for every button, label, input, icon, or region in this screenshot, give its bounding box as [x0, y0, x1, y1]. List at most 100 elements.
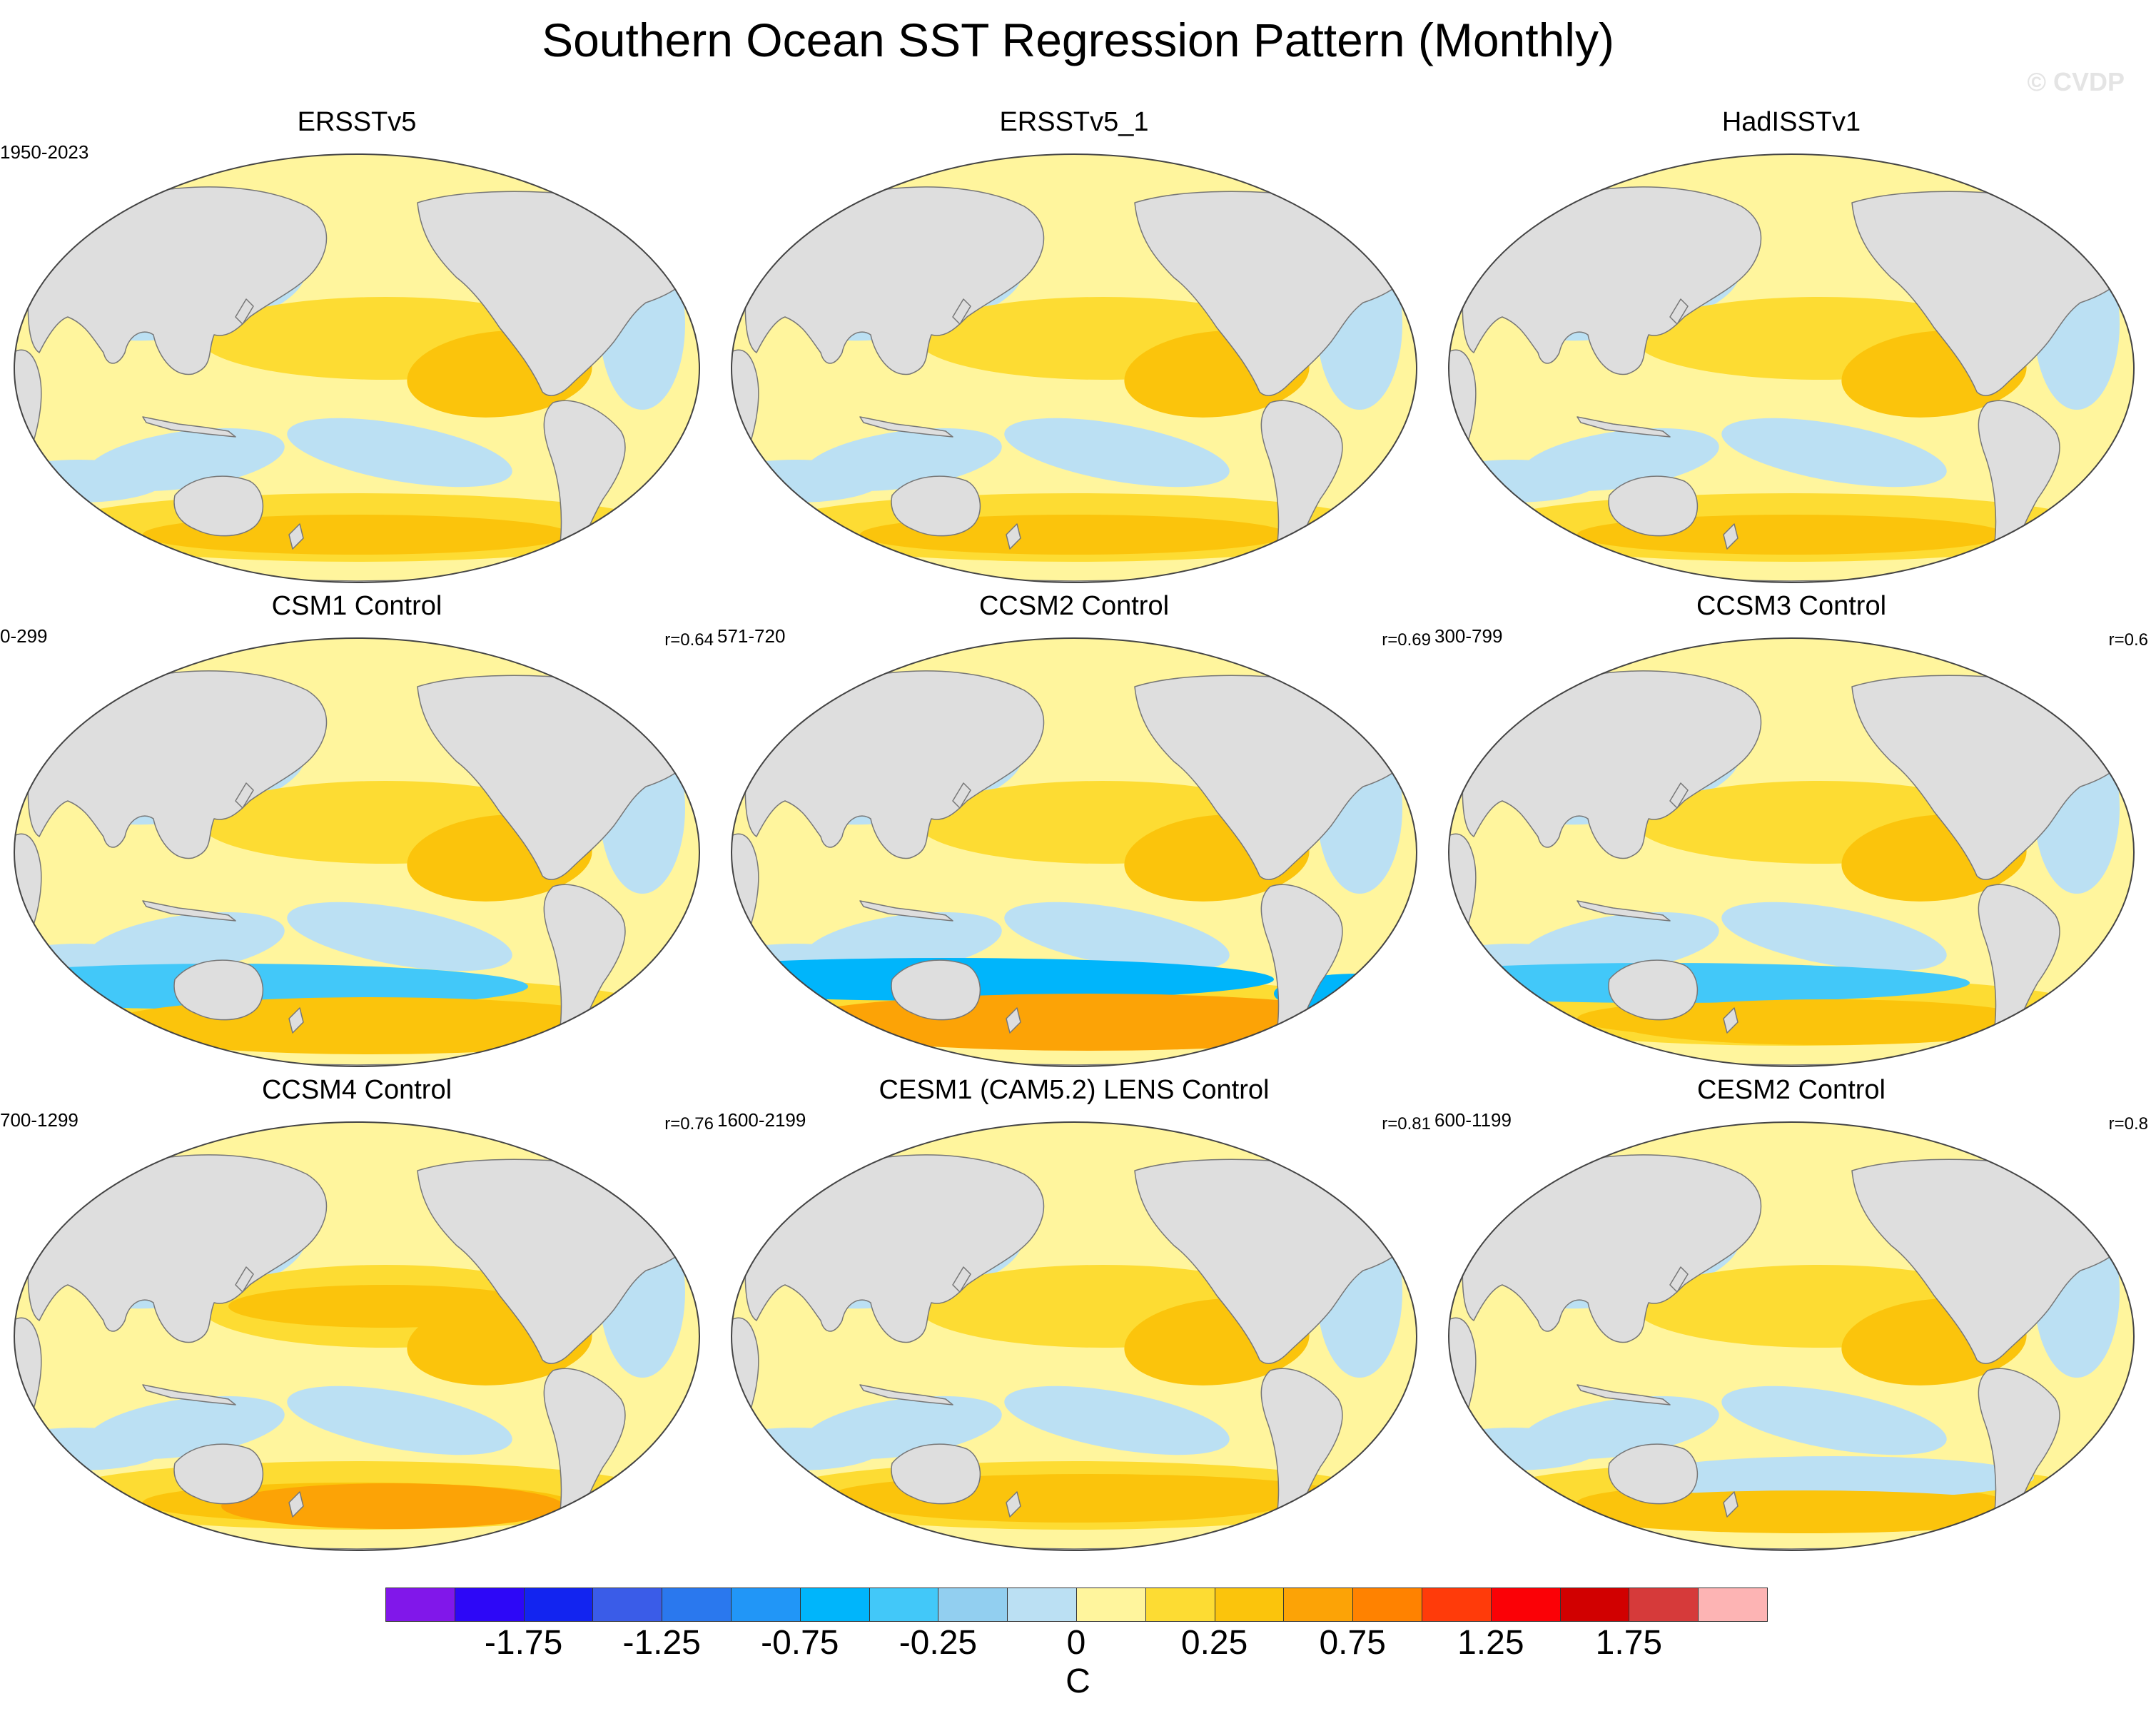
eurasia-land	[27, 1154, 328, 1343]
panel-pattern-correlation: r=0.8	[2108, 1114, 2148, 1134]
greenland-land	[1322, 673, 1382, 713]
colorbar-swatch	[938, 1588, 1008, 1622]
colorbar-swatch	[592, 1588, 663, 1622]
japan-land	[235, 298, 254, 325]
japan-land	[952, 782, 971, 809]
colorbar-swatch	[799, 1588, 870, 1622]
greenland-land	[2040, 1157, 2099, 1197]
australia-land	[1608, 475, 1698, 537]
new-zealand-land	[1723, 1491, 1739, 1518]
colorbar-tick-label: 0.75	[1319, 1624, 1386, 1662]
panel-pattern-correlation: r=0.76	[664, 1114, 714, 1134]
australia-land	[173, 1443, 263, 1505]
map-field	[732, 154, 1417, 582]
panel-title: CCSM2 Control	[978, 591, 1170, 621]
new-zealand-land	[1006, 523, 1021, 550]
greenland-land	[2040, 673, 2099, 713]
greenland-land	[605, 189, 664, 229]
colorbar-tick-label: -1.25	[622, 1624, 701, 1662]
sst-regression-map	[1448, 637, 2135, 1067]
panel-pattern-correlation: r=0.81	[1382, 1114, 1431, 1134]
panel-period-label: 0-299	[0, 625, 48, 647]
sst-regression-map	[1448, 153, 2135, 583]
indonesia-land	[859, 416, 953, 438]
colorbar-swatch	[1352, 1588, 1422, 1622]
mid-latitude-cool-band	[1634, 1456, 2034, 1499]
australia-land	[891, 1443, 981, 1505]
eurasia-land	[744, 670, 1045, 859]
map-field	[14, 638, 699, 1066]
sst-regression-map	[14, 1121, 700, 1551]
south-pacific-cool-band	[1004, 902, 1230, 971]
eurasia-land	[744, 186, 1045, 375]
map-field	[732, 638, 1417, 1066]
map-panel: HadISSTv1	[1434, 106, 2148, 598]
sst-regression-map	[731, 637, 1417, 1067]
map-panel: ERSSTv5_1	[717, 106, 1431, 598]
australia-land	[1608, 1443, 1698, 1505]
australia-land	[173, 959, 263, 1021]
colorbar-swatch	[1698, 1588, 1768, 1622]
colorbar-swatch	[385, 1588, 455, 1622]
panel-period-label: 600-1199	[1434, 1109, 1512, 1131]
greenland-land	[1322, 1157, 1382, 1197]
map-border	[731, 153, 1417, 583]
map-panel: ERSSTv5 1950-2023	[0, 106, 714, 598]
panel-title: CSM1 Control	[271, 591, 442, 621]
panel-period-label: 1950-2023	[0, 141, 89, 163]
colorbar-tick-label: 0	[1066, 1624, 1086, 1662]
main-title: Southern Ocean SST Regression Pattern (M…	[542, 14, 1614, 66]
map-border	[731, 1121, 1417, 1551]
map-border	[14, 153, 700, 583]
south-pacific-cool-band	[1721, 418, 1947, 488]
indonesia-land	[1576, 416, 1671, 438]
eurasia-land	[1462, 670, 1762, 859]
map-field	[1449, 154, 2134, 582]
map-border	[14, 637, 700, 1067]
colorbar-swatch	[1076, 1588, 1146, 1622]
new-zealand-land	[1006, 1007, 1021, 1034]
new-zealand-land	[1006, 1491, 1021, 1518]
map-panel: CCSM2 Control 571-720 r=0.69	[717, 590, 1431, 1082]
south-pacific-cool-band	[1721, 902, 1947, 971]
southern-ocean-warm-core-model	[221, 1483, 564, 1529]
map-border	[14, 1121, 700, 1551]
colorbar-unit-label: C	[1066, 1662, 1090, 1700]
panel-title: HadISSTv1	[1721, 107, 1861, 137]
colorbar-tick-label: 0.25	[1180, 1624, 1248, 1662]
colorbar-tick-label: -0.25	[899, 1624, 978, 1662]
australia-land	[891, 475, 981, 537]
panel-period-label: 300-799	[1434, 625, 1503, 647]
colorbar-swatch	[1145, 1588, 1215, 1622]
sst-regression-map	[731, 1121, 1417, 1551]
new-zealand-land	[1723, 523, 1739, 550]
eurasia-land	[1462, 186, 1762, 375]
map-field	[14, 154, 699, 582]
indonesia-land	[1576, 1384, 1671, 1405]
sst-regression-map	[1448, 1121, 2135, 1551]
south-pacific-cool-band	[1721, 1386, 1947, 1455]
indonesia-land	[142, 900, 236, 922]
map-panel: CCSM3 Control 300-799 r=0.6	[1434, 590, 2148, 1082]
colorbar-swatch	[731, 1588, 801, 1622]
panel-title: ERSSTv5	[297, 107, 417, 137]
japan-land	[1669, 782, 1689, 809]
sst-regression-map	[14, 153, 700, 583]
indonesia-land	[142, 1384, 236, 1405]
colorbar-swatch	[1283, 1588, 1354, 1622]
greenland-land	[605, 673, 664, 713]
new-zealand-land	[1723, 1007, 1739, 1034]
japan-land	[235, 1266, 254, 1293]
colorbar-swatch	[1629, 1588, 1699, 1622]
map-border	[1448, 1121, 2135, 1551]
colorbar-swatch	[1422, 1588, 1492, 1622]
indonesia-land	[859, 900, 953, 922]
panel-title: ERSSTv5_1	[999, 107, 1149, 137]
map-field	[1449, 1122, 2134, 1550]
panel-pattern-correlation: r=0.6	[2108, 630, 2148, 650]
map-panel: CSM1 Control 0-299 r=0.64	[0, 590, 714, 1082]
map-panel: CCSM4 Control 700-1299 r=0.76	[0, 1074, 714, 1566]
australia-land	[891, 959, 981, 1021]
japan-land	[1669, 298, 1689, 325]
colorbar-tick-label: -0.75	[761, 1624, 839, 1662]
